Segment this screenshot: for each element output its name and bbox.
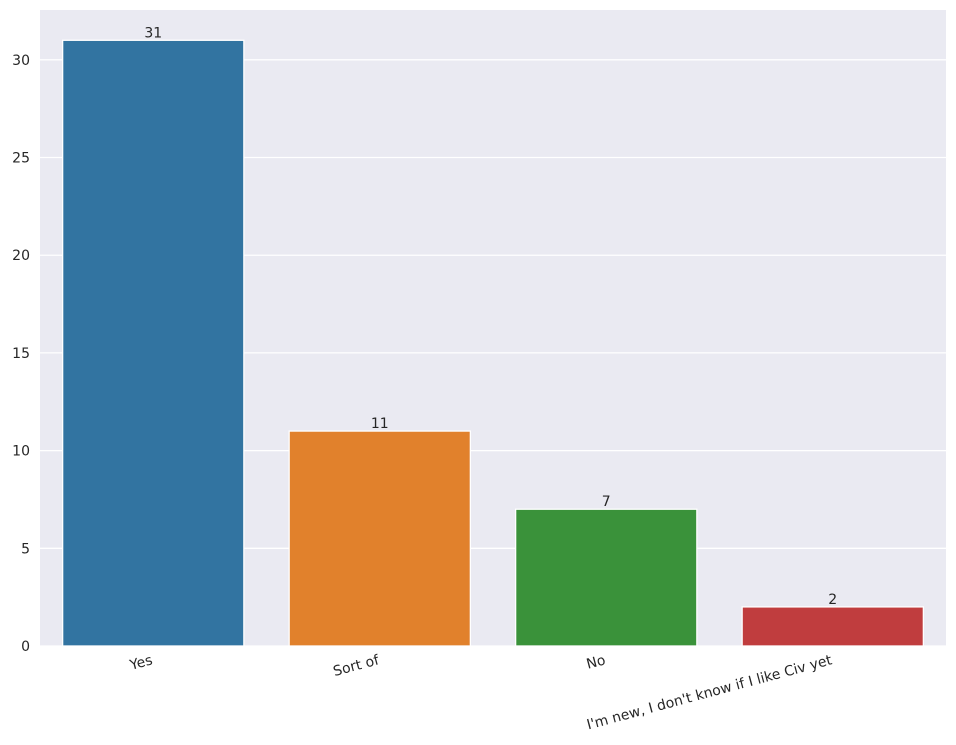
bar bbox=[741, 606, 925, 647]
y-tick-label: 25 bbox=[12, 151, 30, 167]
y-tick-label: 15 bbox=[12, 346, 30, 362]
y-tick-label: 20 bbox=[12, 248, 30, 264]
x-tick-label: Sort of bbox=[332, 652, 382, 680]
y-tick-label: 0 bbox=[21, 639, 30, 655]
value-label: 2 bbox=[828, 592, 837, 608]
y-tick-label: 10 bbox=[12, 444, 30, 460]
y-tick-label: 5 bbox=[21, 541, 30, 557]
value-label: 11 bbox=[371, 416, 389, 432]
y-tick-label: 30 bbox=[12, 53, 30, 69]
x-tick-label: Yes bbox=[127, 652, 154, 674]
value-label: 7 bbox=[602, 494, 611, 510]
x-tick-label: I'm new, I don't know if I like Civ yet bbox=[585, 652, 834, 733]
x-tick-label: No bbox=[585, 652, 608, 672]
bar bbox=[288, 430, 471, 647]
bar bbox=[62, 39, 245, 647]
bar bbox=[515, 508, 698, 647]
value-label: 31 bbox=[144, 25, 162, 41]
